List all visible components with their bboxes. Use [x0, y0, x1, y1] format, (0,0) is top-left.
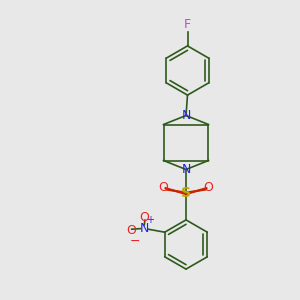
Text: −: − — [130, 235, 140, 248]
Text: N: N — [140, 222, 149, 235]
Text: F: F — [184, 19, 191, 32]
Text: O: O — [140, 211, 149, 224]
Text: S: S — [181, 186, 191, 200]
Text: +: + — [146, 215, 154, 225]
Text: N: N — [181, 109, 191, 122]
Text: O: O — [204, 181, 213, 194]
Text: N: N — [181, 163, 191, 176]
Text: O: O — [159, 181, 168, 194]
Text: O: O — [126, 224, 136, 237]
